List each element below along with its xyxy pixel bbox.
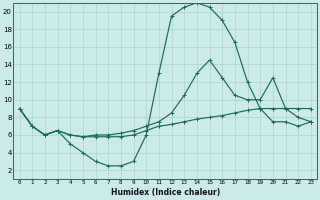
X-axis label: Humidex (Indice chaleur): Humidex (Indice chaleur) — [111, 188, 220, 197]
